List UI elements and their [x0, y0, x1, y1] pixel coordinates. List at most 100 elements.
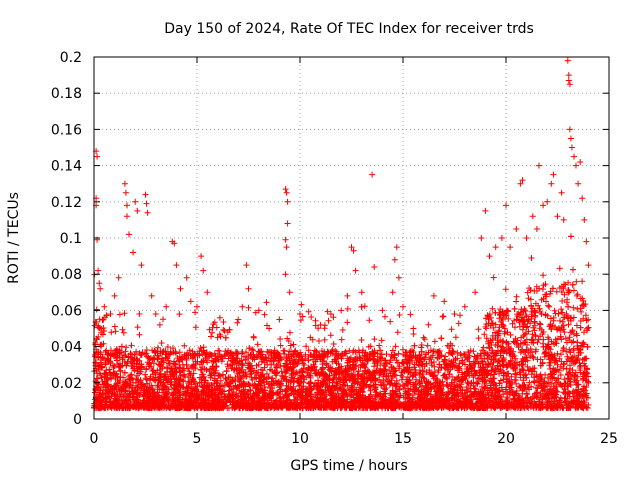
data-point	[519, 346, 526, 353]
data-point	[356, 354, 363, 361]
data-point	[540, 329, 547, 335]
data-point	[520, 367, 527, 374]
data-point	[192, 309, 199, 316]
data-point	[439, 313, 446, 320]
data-point	[221, 327, 228, 334]
data-point	[410, 381, 417, 388]
data-point	[553, 383, 560, 390]
data-points	[91, 57, 592, 412]
data-point	[120, 329, 127, 336]
data-point	[490, 375, 497, 382]
data-point	[312, 358, 319, 365]
data-point	[282, 360, 289, 367]
data-point	[112, 328, 119, 335]
data-point	[393, 390, 400, 397]
data-point	[101, 355, 107, 362]
data-point	[227, 349, 234, 356]
data-point	[579, 278, 586, 285]
data-point	[321, 336, 328, 343]
data-point	[136, 331, 143, 338]
data-point	[236, 358, 243, 365]
data-point	[543, 349, 549, 356]
data-point	[203, 349, 210, 356]
data-point	[201, 365, 208, 372]
data-point	[290, 370, 297, 377]
data-point	[470, 348, 477, 355]
data-point	[560, 345, 567, 351]
data-point	[532, 348, 539, 355]
data-point	[530, 337, 537, 344]
data-point	[177, 392, 184, 399]
data-point	[279, 372, 286, 379]
data-point	[263, 370, 270, 377]
data-point	[478, 353, 485, 359]
data-point	[305, 380, 312, 387]
data-point	[524, 323, 531, 330]
data-point	[304, 385, 311, 392]
data-point	[136, 311, 143, 317]
data-point	[410, 386, 416, 393]
data-point	[122, 348, 129, 355]
data-point	[119, 326, 126, 333]
data-point	[353, 386, 360, 393]
data-point	[396, 312, 403, 318]
data-point	[352, 392, 359, 399]
data-point	[563, 348, 570, 355]
data-point	[446, 371, 453, 377]
data-point	[97, 387, 104, 394]
data-point	[348, 389, 355, 396]
data-point	[570, 345, 577, 352]
data-point	[303, 343, 310, 350]
data-point	[564, 339, 570, 346]
data-point	[316, 338, 322, 344]
data-point	[238, 396, 245, 403]
data-point	[176, 353, 183, 360]
data-point	[483, 325, 490, 332]
data-point	[410, 331, 417, 337]
data-point	[556, 265, 563, 272]
data-point	[394, 329, 401, 336]
data-point	[206, 326, 213, 333]
data-point	[546, 386, 553, 393]
data-point	[419, 361, 426, 367]
data-point	[197, 345, 204, 351]
data-point	[176, 364, 183, 371]
data-point	[216, 314, 223, 321]
data-point	[373, 389, 380, 396]
data-point	[250, 351, 257, 358]
data-point	[338, 336, 345, 343]
data-point	[511, 317, 518, 324]
data-point	[479, 383, 485, 390]
data-point	[250, 333, 257, 340]
data-point	[99, 331, 106, 338]
data-point	[110, 364, 117, 371]
data-point	[584, 343, 591, 350]
data-point	[94, 370, 100, 377]
data-point	[330, 341, 337, 347]
data-point	[97, 392, 104, 399]
data-point	[176, 311, 183, 318]
data-point	[543, 398, 550, 405]
data-point	[562, 335, 569, 342]
data-point	[271, 382, 277, 389]
data-point	[211, 319, 218, 326]
data-point	[290, 341, 297, 348]
data-point	[93, 306, 100, 313]
data-point	[121, 310, 128, 317]
data-point	[109, 387, 116, 394]
data-point	[523, 324, 530, 331]
data-point	[580, 297, 587, 304]
data-point	[111, 323, 118, 330]
data-point	[552, 379, 559, 386]
data-point	[510, 348, 517, 355]
data-point	[144, 353, 151, 360]
data-point	[531, 379, 538, 386]
data-point	[458, 352, 464, 359]
data-point	[538, 310, 545, 317]
data-point	[347, 354, 354, 361]
data-point	[154, 367, 161, 374]
data-point	[431, 384, 438, 391]
data-point	[527, 320, 534, 327]
data-point	[489, 363, 496, 370]
data-point	[324, 308, 331, 315]
